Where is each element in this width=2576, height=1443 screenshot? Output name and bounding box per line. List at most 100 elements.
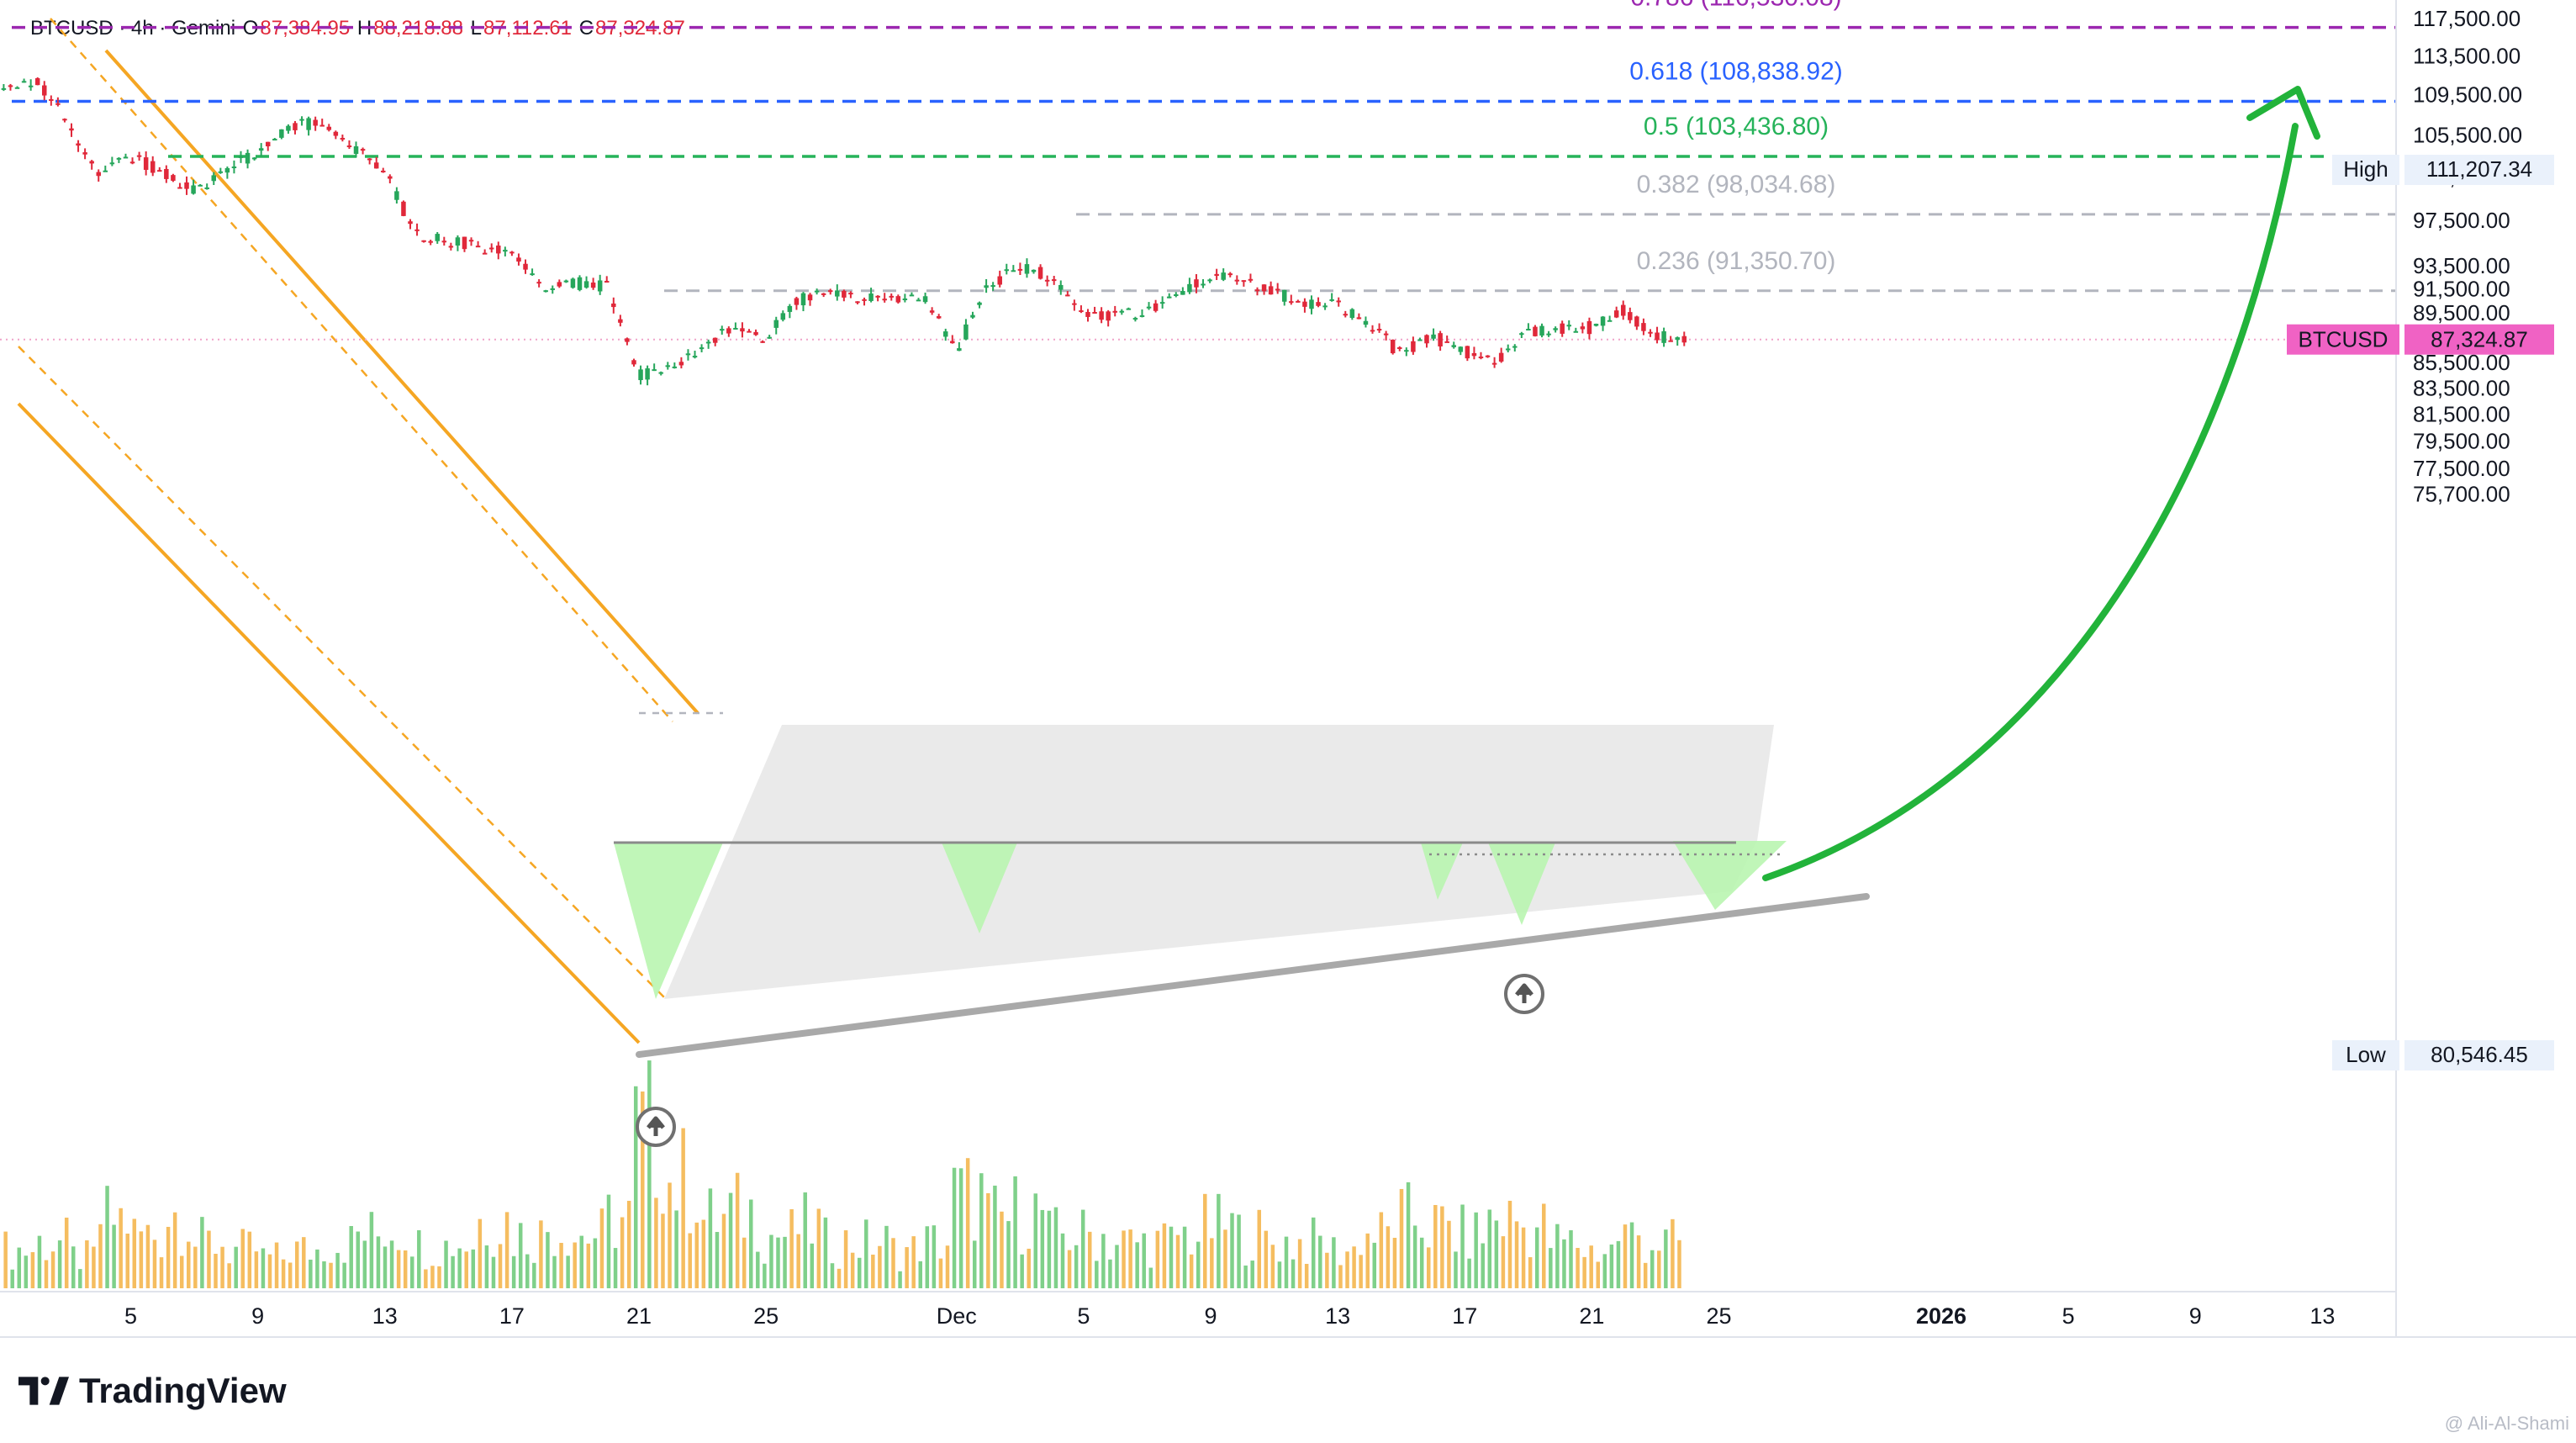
candle-body: [1363, 320, 1369, 325]
candle-body: [747, 330, 752, 333]
candle-body: [1261, 284, 1267, 292]
volume-bar: [37, 1235, 42, 1288]
volume-bar: [1175, 1234, 1180, 1288]
volume-bar: [1562, 1239, 1566, 1288]
candle-body: [942, 331, 948, 337]
volume-bar: [1196, 1241, 1201, 1288]
candle-body: [1404, 350, 1409, 352]
candle-body: [1201, 283, 1206, 286]
x-tick-label: 2026: [1916, 1303, 1966, 1329]
volume-bar: [965, 1158, 970, 1288]
candle-body: [1004, 269, 1010, 272]
y-tick-label: 83,500.00: [2413, 375, 2510, 400]
volume-bar: [1657, 1250, 1661, 1288]
tradingview-logo[interactable]: TradingView: [18, 1371, 287, 1411]
candle-body: [360, 149, 366, 151]
volume-bar: [552, 1255, 557, 1288]
high-marker-value-bg: [2404, 155, 2554, 185]
x-tick-label: 9: [2189, 1303, 2202, 1329]
candle-body: [1336, 300, 1341, 303]
candle-body: [1451, 345, 1456, 347]
candle-body: [1533, 326, 1538, 336]
open-label: O: [242, 17, 259, 40]
candle-body: [611, 303, 616, 308]
volume-bar: [1514, 1221, 1519, 1288]
volume-bar: [410, 1256, 414, 1288]
volume-bar: [424, 1269, 428, 1288]
volume-bar: [200, 1217, 204, 1288]
candle-body: [1296, 300, 1301, 303]
high-marker-value: 111,207.34: [2426, 156, 2532, 182]
pattern-triangle: [1673, 841, 1787, 910]
candle-body: [570, 278, 576, 288]
volume-bar: [986, 1192, 990, 1288]
candle-body: [1051, 279, 1057, 282]
candle-body: [1112, 310, 1117, 313]
x-tick-label: 25: [1706, 1303, 1731, 1329]
candle-body: [62, 119, 67, 121]
candle-body: [1234, 279, 1240, 282]
candle-body: [1017, 268, 1023, 271]
candle-body: [1065, 294, 1070, 297]
x-tick-label: 5: [124, 1303, 137, 1329]
candle-body: [1424, 335, 1429, 344]
candle-body: [1329, 299, 1334, 301]
author-credit: @ Ali-Al-Shami: [2444, 1413, 2569, 1434]
x-tick-label: 13: [2309, 1303, 2335, 1329]
last-price-value: 87,324.87: [2431, 327, 2528, 352]
y-tick-label: 109,500.00: [2413, 82, 2522, 108]
volume-bar: [227, 1263, 231, 1288]
candle-body: [855, 301, 860, 304]
candle-body: [455, 237, 461, 246]
candle-body: [462, 236, 467, 250]
volume-bar: [1189, 1254, 1194, 1288]
volume-bar: [654, 1197, 658, 1288]
candle-body: [1546, 333, 1551, 336]
volume-bar: [647, 1060, 652, 1288]
candle-body: [625, 338, 630, 342]
candle-body: [28, 85, 34, 87]
candle-body: [381, 170, 386, 172]
high-marker-label-bg: [2332, 155, 2399, 185]
volume-bar: [1230, 1213, 1234, 1288]
candle-body: [895, 296, 901, 303]
fib-label-0.382: 0.382 (98,034.68): [1637, 171, 1836, 198]
x-tick-label: 13: [1325, 1303, 1350, 1329]
candle-body: [1099, 311, 1104, 320]
volume-bar: [64, 1217, 69, 1288]
volume-bar: [993, 1185, 997, 1288]
candle-body: [1, 87, 7, 90]
volume-bar: [694, 1222, 699, 1288]
volume-bar: [972, 1240, 977, 1288]
volume-bar: [376, 1236, 381, 1288]
volume-bar: [1257, 1209, 1261, 1288]
candle-body: [353, 145, 359, 154]
candle-body: [984, 285, 989, 288]
volume-bar: [1210, 1238, 1214, 1288]
candle-body: [211, 175, 217, 182]
candle-body: [1159, 302, 1165, 304]
volume-bar: [816, 1208, 821, 1288]
candle-body: [1106, 311, 1111, 321]
arrow-up-glyph: [647, 1116, 665, 1136]
candle-body: [1072, 303, 1077, 305]
volume-bar: [593, 1238, 598, 1288]
volume-bar: [403, 1250, 408, 1288]
fib-label-0.5: 0.5 (103,436.80): [1644, 113, 1829, 140]
volume-bar: [30, 1252, 35, 1288]
candle-body: [618, 319, 623, 323]
candle-body: [435, 234, 440, 241]
x-tick-label: 9: [251, 1303, 264, 1329]
candle-body: [441, 240, 447, 243]
candle-body: [1593, 324, 1599, 326]
candle-body: [49, 98, 54, 101]
volume-bar: [905, 1247, 909, 1288]
volume-bar: [830, 1263, 835, 1288]
candle-body: [14, 87, 20, 89]
volume-bar: [518, 1223, 523, 1288]
volume-bar: [1304, 1263, 1309, 1288]
volume-bar: [234, 1246, 238, 1288]
y-tick-label: 75,700.00: [2413, 481, 2510, 506]
candle-body: [1634, 316, 1639, 327]
